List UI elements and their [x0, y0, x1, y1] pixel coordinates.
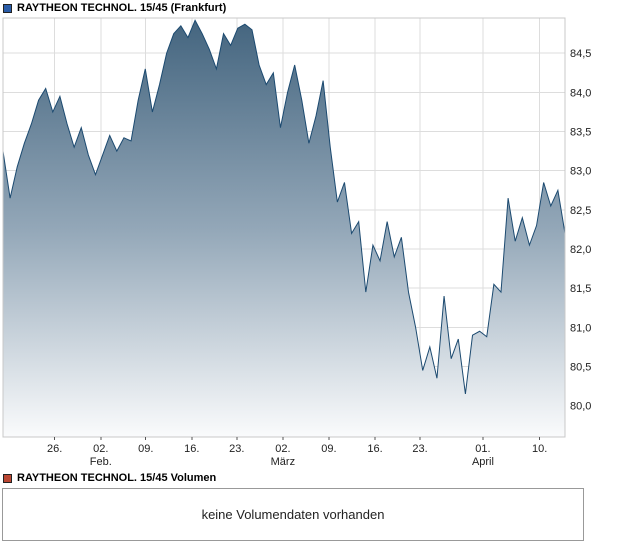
svg-text:84,0: 84,0	[570, 87, 591, 99]
volume-legend-label: RAYTHEON TECHNOL. 15/45 Volumen	[17, 472, 217, 484]
svg-text:23.: 23.	[229, 443, 244, 455]
volume-empty-box: keine Volumendaten vorhanden	[2, 488, 584, 541]
svg-text:80,5: 80,5	[570, 362, 591, 374]
svg-text:01.: 01.	[475, 443, 490, 455]
svg-text:82,5: 82,5	[570, 205, 591, 217]
price-legend-label: RAYTHEON TECHNOL. 15/45 (Frankfurt)	[17, 2, 227, 14]
svg-text:02.: 02.	[275, 443, 290, 455]
svg-text:80,0: 80,0	[570, 401, 591, 413]
svg-text:Feb.: Feb.	[90, 456, 112, 468]
svg-text:10.: 10.	[532, 443, 547, 455]
svg-text:26.: 26.	[47, 443, 62, 455]
svg-text:März: März	[271, 456, 295, 468]
svg-text:09.: 09.	[321, 443, 336, 455]
svg-text:82,0: 82,0	[570, 244, 591, 256]
svg-text:23.: 23.	[412, 443, 427, 455]
volume-legend: RAYTHEON TECHNOL. 15/45 Volumen	[3, 472, 216, 484]
price-legend-marker-icon	[3, 3, 12, 13]
svg-text:16.: 16.	[184, 443, 199, 455]
svg-text:81,0: 81,0	[570, 322, 591, 334]
volume-empty-message: keine Volumendaten vorhanden	[201, 507, 385, 522]
price-chart: 26. 02. 09. 16. 23. 02. 09. 16. 23. 01. 10. Feb. Mär…	[2, 17, 591, 468]
svg-text:84,5: 84,5	[570, 48, 591, 60]
svg-text:83,5: 83,5	[570, 127, 591, 139]
svg-text:02.: 02.	[93, 443, 108, 455]
svg-text:16.: 16.	[367, 443, 382, 455]
volume-legend-marker-icon	[3, 473, 12, 483]
svg-text:April: April	[472, 456, 494, 468]
price-legend: RAYTHEON TECHNOL. 15/45 (Frankfurt)	[3, 2, 226, 14]
svg-text:83,0: 83,0	[570, 166, 591, 178]
svg-text:09.: 09.	[138, 443, 153, 455]
svg-text:81,5: 81,5	[570, 283, 591, 295]
